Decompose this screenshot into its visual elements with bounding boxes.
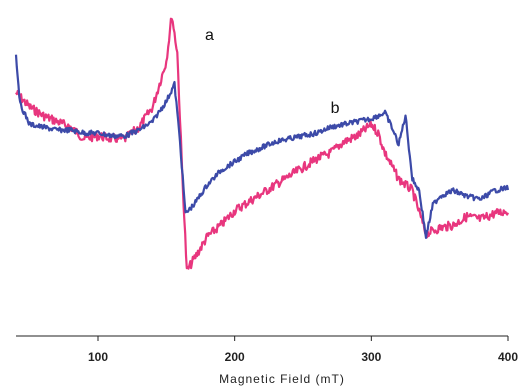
series-line-a [15, 17, 509, 270]
series-line-b [14, 54, 510, 239]
x-tick-label: 300 [361, 350, 381, 364]
x-axis-title: Magnetic Field (mT) [219, 372, 345, 386]
series-label-a: a [205, 27, 214, 44]
x-tick-label: 200 [225, 350, 245, 364]
series-layer [14, 17, 510, 270]
x-tick-label: 100 [88, 350, 108, 364]
x-ticks: 100 200 300 400 [88, 336, 518, 364]
series-label-b: b [331, 100, 340, 117]
series-labels: ab [205, 27, 340, 117]
x-tick-label: 400 [498, 350, 518, 364]
